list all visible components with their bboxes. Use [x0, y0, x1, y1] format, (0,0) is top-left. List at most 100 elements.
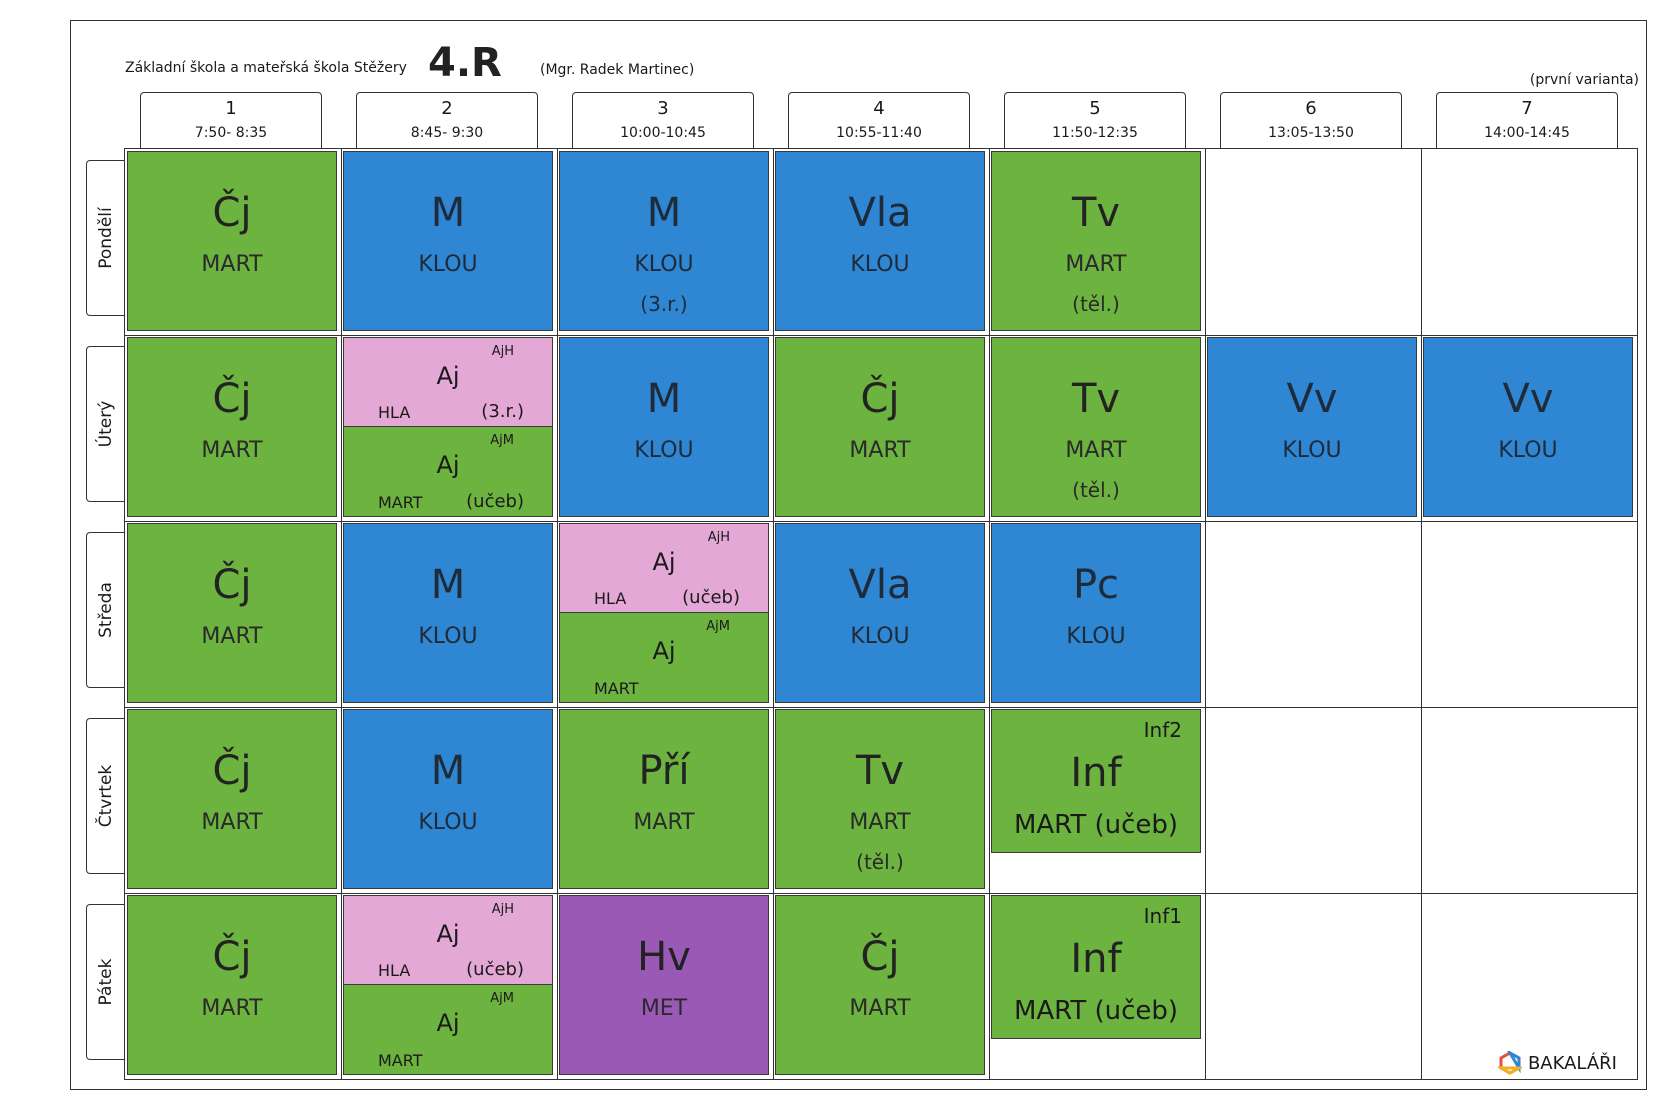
lesson-teacher: MART	[849, 438, 911, 463]
lesson-teacher: MART	[849, 810, 911, 835]
lesson-teacher: MART	[201, 810, 263, 835]
lesson-subject: Vla	[848, 190, 912, 236]
lesson-group: AjM	[490, 433, 514, 448]
lesson-subject: Aj	[436, 1009, 460, 1037]
lesson-subject: Aj	[436, 362, 460, 390]
period-header-1: 1 7:50- 8:35	[140, 92, 322, 149]
lesson-mon-2[interactable]: M KLOU	[343, 151, 553, 331]
lesson-mon-5[interactable]: Tv MART (těl.)	[991, 151, 1201, 331]
lesson-fri-5[interactable]: Inf1 Inf MART (učeb)	[991, 895, 1201, 1039]
lesson-teacher: MART	[1065, 438, 1127, 463]
lesson-group-ajm[interactable]: AjM Aj MART	[344, 985, 552, 1074]
lesson-teacher: KLOU	[850, 252, 910, 277]
day-name: Čtvrtek	[96, 764, 116, 828]
period-time: 8:45- 9:30	[410, 125, 484, 141]
grid-line	[773, 149, 774, 1079]
lesson-subject: Aj	[652, 637, 676, 665]
lesson-teacher-room: MART (učeb)	[1013, 810, 1179, 840]
lesson-tue-3[interactable]: M KLOU	[559, 337, 769, 517]
grid-line	[125, 335, 1637, 336]
day-name: Pondělí	[96, 207, 116, 269]
lesson-group-ajh[interactable]: AjH Aj HLA (učeb)	[344, 896, 552, 985]
lesson-teacher: MART	[201, 624, 263, 649]
lesson-fri-2-split[interactable]: AjH Aj HLA (učeb) AjM Aj MART	[343, 895, 553, 1075]
period-number: 5	[1089, 98, 1101, 119]
lesson-group: Inf2	[1143, 718, 1182, 742]
lesson-mon-4[interactable]: Vla KLOU	[775, 151, 985, 331]
lesson-mon-1[interactable]: Čj MART	[127, 151, 337, 331]
lesson-subject: Aj	[652, 548, 676, 576]
period-number: 1	[225, 98, 237, 119]
lesson-wed-1[interactable]: Čj MART	[127, 523, 337, 703]
bakalari-logo-icon	[1497, 1051, 1522, 1075]
lesson-group-ajh[interactable]: AjH Aj HLA (3.r.)	[344, 338, 552, 427]
lesson-wed-5[interactable]: Pc KLOU	[991, 523, 1201, 703]
day-label-tuesday: Úterý	[86, 346, 125, 502]
lesson-subject: Čj	[212, 562, 252, 608]
lesson-room: (těl.)	[1072, 292, 1120, 316]
lesson-subject: M	[646, 376, 682, 422]
lesson-subject: Čj	[212, 934, 252, 980]
lesson-thu-1[interactable]: Čj MART	[127, 709, 337, 889]
day-label-friday: Pátek	[86, 904, 125, 1060]
lesson-room: (těl.)	[1072, 478, 1120, 502]
lesson-tue-2-split[interactable]: AjH Aj HLA (3.r.) AjM Aj MART (učeb)	[343, 337, 553, 517]
lesson-teacher: HLA	[378, 961, 411, 980]
lesson-group: AjM	[490, 991, 514, 1006]
period-time: 7:50- 8:35	[194, 125, 268, 141]
lesson-teacher: MART	[201, 996, 263, 1021]
lesson-fri-3[interactable]: Hv MET	[559, 895, 769, 1075]
lesson-teacher: HLA	[594, 589, 627, 608]
lesson-room: (3.r.)	[481, 401, 524, 422]
period-header-2: 2 8:45- 9:30	[356, 92, 538, 149]
day-name: Pátek	[96, 958, 116, 1006]
lesson-group: AjH	[707, 530, 730, 545]
grid-line	[989, 149, 990, 1079]
grid-line	[1421, 149, 1422, 1079]
lesson-wed-3-split[interactable]: AjH Aj HLA (učeb) AjM Aj MART	[559, 523, 769, 703]
lesson-thu-5[interactable]: Inf2 Inf MART (učeb)	[991, 709, 1201, 853]
lesson-teacher: KLOU	[418, 252, 478, 277]
lesson-teacher: MET	[640, 996, 688, 1021]
lesson-subject: Pří	[638, 748, 690, 794]
lesson-tue-1[interactable]: Čj MART	[127, 337, 337, 517]
lesson-mon-3[interactable]: M KLOU (3.r.)	[559, 151, 769, 331]
lesson-teacher: KLOU	[1066, 624, 1126, 649]
period-header-4: 4 10:55-11:40	[788, 92, 970, 149]
period-time: 10:00-10:45	[620, 125, 706, 141]
day-label-thursday: Čtvrtek	[86, 718, 125, 874]
lesson-fri-4[interactable]: Čj MART	[775, 895, 985, 1075]
lesson-thu-2[interactable]: M KLOU	[343, 709, 553, 889]
lesson-teacher: MART	[1065, 252, 1127, 277]
lesson-wed-4[interactable]: Vla KLOU	[775, 523, 985, 703]
day-label-wednesday: Středa	[86, 532, 125, 688]
lesson-tue-6[interactable]: Vv KLOU	[1207, 337, 1417, 517]
lesson-subject: Čj	[860, 376, 900, 422]
period-number: 4	[873, 98, 885, 119]
lesson-thu-4[interactable]: Tv MART (těl.)	[775, 709, 985, 889]
grid-line	[557, 149, 558, 1079]
lesson-subject: Čj	[212, 748, 252, 794]
lesson-tue-7[interactable]: Vv KLOU	[1423, 337, 1633, 517]
period-number: 7	[1521, 98, 1533, 119]
lesson-group-ajm[interactable]: AjM Aj MART (učeb)	[344, 427, 552, 516]
lesson-group: AjM	[706, 619, 730, 634]
lesson-fri-1[interactable]: Čj MART	[127, 895, 337, 1075]
grid-line	[1205, 149, 1206, 1079]
lesson-teacher: KLOU	[418, 810, 478, 835]
lesson-group-ajm[interactable]: AjM Aj MART	[560, 613, 768, 702]
period-header-3: 3 10:00-10:45	[572, 92, 754, 149]
lesson-subject: Tv	[1071, 376, 1121, 422]
lesson-subject: Aj	[436, 920, 460, 948]
lesson-thu-3[interactable]: Pří MART	[559, 709, 769, 889]
lesson-tue-4[interactable]: Čj MART	[775, 337, 985, 517]
lesson-wed-2[interactable]: M KLOU	[343, 523, 553, 703]
variant-label: (první varianta)	[1529, 72, 1639, 88]
lesson-tue-5[interactable]: Tv MART (těl.)	[991, 337, 1201, 517]
lesson-subject: Vv	[1502, 376, 1554, 422]
lesson-group-ajh[interactable]: AjH Aj HLA (učeb)	[560, 524, 768, 613]
lesson-room: (3.r.)	[640, 292, 688, 316]
lesson-group: AjH	[491, 344, 514, 359]
lesson-room: (učeb)	[466, 491, 524, 512]
class-teacher: (Mgr. Radek Martinec)	[540, 62, 695, 78]
